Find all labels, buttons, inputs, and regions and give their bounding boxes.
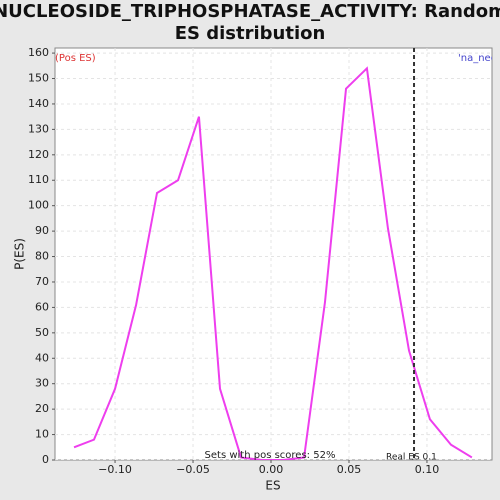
x-tick-label: 0.10 (415, 463, 440, 476)
chart-title: ES distribution (175, 23, 326, 44)
y-tick-label: 110 (28, 173, 49, 186)
y-tick-label: 130 (28, 122, 49, 135)
y-tick-label: 150 (28, 72, 49, 85)
annotation: Sets with pos scores: 52% (205, 450, 336, 461)
x-tick-label: −0.05 (176, 463, 210, 476)
y-tick-label: 60 (35, 300, 49, 313)
chart-title: NUCLEOSIDE_TRIPHOSPHATASE_ACTIVITY: Rand… (0, 1, 500, 22)
annotation: Real ES 0.1 (386, 453, 437, 463)
x-tick-label: 0.00 (259, 463, 284, 476)
y-tick-label: 0 (42, 453, 49, 466)
y-tick-label: 160 (28, 46, 49, 59)
y-axis-label: P(ES) (13, 238, 27, 270)
y-tick-label: 70 (35, 275, 49, 288)
y-tick-label: 80 (35, 250, 49, 263)
annotation: (Pos ES) (55, 53, 96, 64)
x-tick-label: −0.10 (98, 463, 132, 476)
y-tick-label: 100 (28, 199, 49, 212)
annotation: 'na_neg (458, 53, 497, 64)
y-tick-label: 140 (28, 97, 49, 110)
plot-area (54, 47, 493, 461)
y-tick-label: 30 (35, 377, 49, 390)
x-axis-label: ES (265, 479, 280, 493)
y-tick-label: 90 (35, 224, 49, 237)
series-line (73, 66, 473, 460)
y-tick-label: 40 (35, 351, 49, 364)
y-tick-label: 120 (28, 148, 49, 161)
y-tick-label: 20 (35, 402, 49, 415)
x-tick-label: 0.05 (337, 463, 362, 476)
y-tick-label: 10 (35, 428, 49, 441)
y-tick-label: 50 (35, 326, 49, 339)
